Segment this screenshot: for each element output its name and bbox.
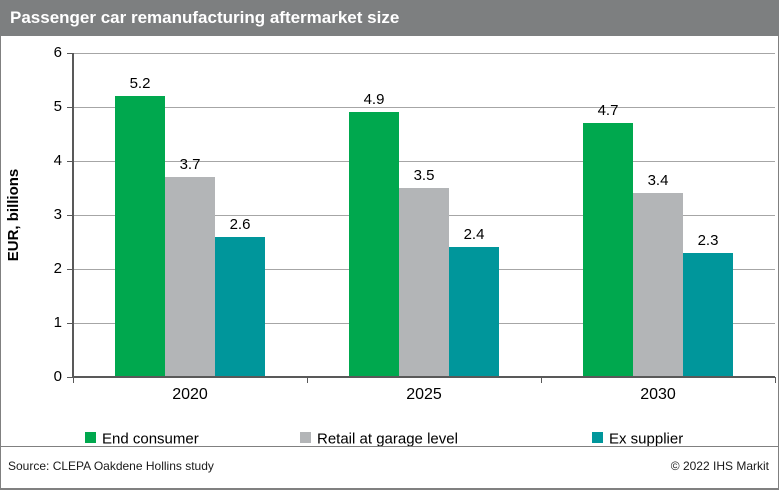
x-category-label: 2025 bbox=[406, 386, 442, 403]
bar-value-label: 3.7 bbox=[179, 156, 201, 174]
legend-swatch bbox=[85, 432, 96, 444]
legend-label: Ex supplier bbox=[609, 430, 684, 448]
y-tick-label: 6 bbox=[53, 44, 62, 61]
legend-label: End consumer bbox=[102, 430, 199, 448]
bar-value-label: 2.6 bbox=[229, 215, 251, 233]
footer-divider bbox=[1, 446, 778, 447]
y-tick-mark bbox=[67, 106, 73, 108]
bar-value-label: 4.7 bbox=[597, 102, 619, 120]
bar-retail-at-garage-level-2020 bbox=[165, 177, 215, 377]
bar-value-label: 2.4 bbox=[463, 226, 485, 244]
source-text: Source: CLEPA Oakdene Hollins study bbox=[8, 459, 214, 473]
gridline bbox=[73, 160, 775, 162]
y-tick-label: 5 bbox=[53, 98, 62, 115]
bar-ex-supplier-2020 bbox=[215, 236, 265, 377]
y-tick-mark bbox=[67, 268, 73, 270]
x-tick-mark bbox=[774, 377, 776, 383]
bar-value-label: 3.4 bbox=[647, 172, 669, 190]
bar-ex-supplier-2025 bbox=[449, 247, 499, 377]
bar-end-consumer-2025 bbox=[349, 112, 399, 377]
y-axis-line bbox=[72, 53, 74, 377]
y-tick-mark bbox=[67, 214, 73, 216]
bar-ex-supplier-2030 bbox=[683, 252, 733, 377]
gridline bbox=[73, 106, 775, 108]
y-tick-mark bbox=[67, 322, 73, 324]
chart-title: Passenger car remanufacturing aftermarke… bbox=[10, 8, 400, 27]
y-tick-label: 2 bbox=[53, 260, 62, 277]
legend-swatch bbox=[300, 432, 311, 444]
bar-end-consumer-2020 bbox=[115, 96, 165, 377]
bar-value-label: 2.3 bbox=[697, 231, 719, 249]
x-tick-mark bbox=[72, 377, 74, 383]
bar-end-consumer-2030 bbox=[583, 123, 633, 377]
bar-value-label: 5.2 bbox=[129, 75, 151, 93]
chart-title-bar: Passenger car remanufacturing aftermarke… bbox=[0, 0, 779, 36]
bar-retail-at-garage-level-2030 bbox=[633, 193, 683, 377]
x-tick-mark bbox=[540, 377, 542, 383]
bar-value-label: 3.5 bbox=[413, 167, 435, 184]
bar-retail-at-garage-level-2025 bbox=[399, 188, 449, 377]
copyright-text: © 2022 IHS Markit bbox=[670, 459, 769, 473]
legend-item-retail-at-garage-level: Retail at garage level bbox=[300, 430, 458, 448]
y-axis-title: EUR, billions bbox=[5, 168, 22, 262]
x-tick-mark bbox=[306, 377, 308, 383]
x-category-label: 2020 bbox=[172, 386, 208, 403]
x-axis-line bbox=[73, 376, 775, 378]
legend-swatch bbox=[592, 432, 603, 444]
y-tick-mark bbox=[67, 376, 73, 378]
y-tick-label: 3 bbox=[53, 206, 62, 223]
x-category-label: 2030 bbox=[640, 386, 676, 403]
legend-item-end-consumer: End consumer bbox=[85, 430, 199, 448]
gridline bbox=[73, 52, 775, 54]
legend-label: Retail at garage level bbox=[317, 430, 458, 448]
y-tick-mark bbox=[67, 160, 73, 162]
y-tick-label: 4 bbox=[53, 152, 62, 169]
y-tick-mark bbox=[67, 52, 73, 54]
y-tick-label: 0 bbox=[53, 368, 62, 385]
bar-value-label: 4.9 bbox=[363, 91, 385, 109]
y-tick-label: 1 bbox=[53, 314, 62, 331]
legend-item-ex-supplier: Ex supplier bbox=[592, 430, 684, 448]
